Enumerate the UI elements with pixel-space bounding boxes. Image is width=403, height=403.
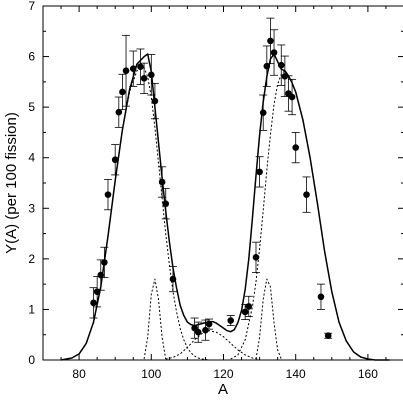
data-marker [270,49,278,56]
dotted-component-curve [93,67,210,361]
data-point [114,96,123,128]
data-marker [90,299,97,307]
x-tick-label: 160 [358,367,378,381]
data-marker [169,275,177,283]
data-point [158,166,167,198]
data-point [129,50,138,87]
data-point [324,332,333,340]
data-point [259,94,268,131]
y-tick-label: 2 [28,252,35,266]
data-point [291,132,300,164]
fit-curves [60,53,390,361]
data-marker [137,63,144,70]
data-point [302,176,311,213]
data-marker [97,271,105,279]
data-marker [267,37,274,45]
data-point [89,287,98,319]
data-point [150,82,159,120]
data-marker [122,67,130,75]
data-point [316,283,325,310]
data-points [89,17,333,343]
x-tick-label: 100 [141,367,161,381]
solid-fit-curve [60,53,390,361]
x-tick-label: 120 [213,367,233,381]
data-marker [202,326,209,334]
dotted-component-curve [165,330,260,360]
data-marker [317,293,325,301]
data-point [280,55,289,97]
data-point [194,321,203,343]
data-marker [104,191,112,198]
data-marker [252,254,260,261]
y-tick-label: 0 [28,353,35,367]
data-marker [93,288,101,296]
data-marker [241,308,249,316]
data-marker [263,62,271,70]
data-point [262,45,271,87]
data-marker [259,109,267,117]
y-tick-label: 3 [28,201,35,215]
data-marker [205,320,213,328]
data-point [244,295,253,317]
y-tick-label: 7 [28,0,35,13]
data-point [111,144,120,176]
data-marker [245,303,253,310]
data-point [251,241,260,273]
data-point [100,246,109,278]
data-point [270,29,279,76]
data-marker [129,65,137,73]
data-marker [277,61,285,69]
data-point [122,34,131,107]
y-tick-label: 1 [28,302,35,316]
data-marker [115,108,123,116]
data-marker [151,97,159,105]
data-marker [162,200,170,208]
y-axis-title: Y(A) (per 100 fission) [3,112,20,254]
data-marker [194,328,202,336]
data-point [205,318,214,330]
data-point [201,319,210,341]
data-marker [292,144,300,151]
data-marker [119,88,126,96]
data-point [161,188,170,220]
data-marker [148,71,155,79]
data-point [288,78,297,116]
data-point [147,54,156,96]
data-point [168,266,177,293]
data-marker [281,72,289,80]
x-axis-title: A [218,381,228,398]
data-point [266,17,275,65]
data-marker [288,93,296,101]
data-point [255,156,264,188]
data-marker [158,178,166,186]
data-marker [101,259,108,266]
dotted-component-curve [255,278,282,360]
data-point [140,62,149,94]
data-marker [111,156,119,164]
y-tick-label: 5 [28,100,35,114]
x-tick-label: 140 [286,367,306,381]
data-marker [303,191,310,198]
data-marker [227,317,235,324]
data-point [226,315,235,327]
y-tick-label: 6 [28,50,35,64]
y-tick-label: 4 [28,151,35,165]
data-point [277,44,286,86]
data-marker [256,168,263,176]
data-marker [324,332,332,340]
x-tick-label: 80 [72,367,86,381]
data-point [103,179,112,211]
y-axis: 0 1 2 3 4 5 6 7 [28,0,403,367]
dotted-component-curve [230,70,354,360]
data-marker [140,75,148,82]
data-point [96,259,105,291]
x-axis: 80 100 120 140 160 [42,6,387,381]
data-point [136,48,145,85]
dotted-component-curve [143,278,167,360]
data-point [118,73,127,111]
